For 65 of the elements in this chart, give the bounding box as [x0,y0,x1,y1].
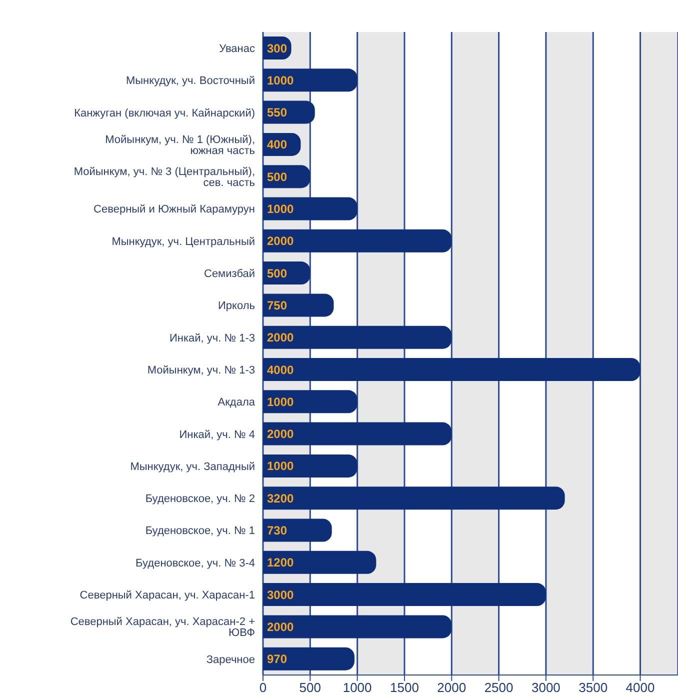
y-tick-label: Мынкудук, уч. Западный [130,460,255,473]
bar [263,100,315,124]
y-tick-label: Северный и Южный Карамурун [94,204,255,216]
bar [263,229,452,252]
bar [263,197,358,220]
data-label: 3200 [267,491,294,506]
y-tick-label: Мойынкум, уч. № 3 (Центральный), сев. часть [74,166,256,190]
y-tick-label: Мынкудук, уч. Восточный [126,75,255,88]
y-tick-label: Мойынкум, уч. № 1-3 [147,364,255,376]
y-tick-label: Инкай, уч. № 4 [179,428,255,441]
y-tick-label: Буденовское, уч. № 3-4 [136,557,255,570]
x-tick-label: 2500 [484,680,514,696]
y-tick-label: Мойынкум, уч. № 1 (Южный), южная часть [105,134,256,157]
data-label: 3000 [267,588,294,602]
data-label: 500 [267,266,288,280]
bar [263,326,452,349]
y-tick-label: Инкай, уч. № 1-3 [169,332,255,344]
x-tick-label: 3000 [531,680,560,696]
data-label: 1000 [267,459,294,474]
bar [263,358,640,381]
y-tick-label: Буденовское, уч. № 1 [145,525,255,538]
y-tick-label: Мынкудук, уч. Центральный [112,236,255,248]
y-tick-label: Акдала [218,396,256,409]
y-tick-label: Заречное [206,654,255,666]
x-tick-label: 500 [299,680,322,696]
data-label: 1200 [267,556,294,570]
bar [263,518,332,542]
y-tick-label: Канжуган (включая уч. Кайнарский) [74,107,255,120]
x-tick-label: 3500 [578,680,608,696]
data-label: 4000 [267,362,294,377]
data-label: 300 [267,41,288,56]
bar [263,583,546,606]
y-tick-label: Северный Харасан, уч. Харасан-2 + ЮВФ [70,616,255,640]
data-label: 1000 [267,394,294,409]
x-tick-label: 1500 [390,680,419,696]
x-tick-label: 1000 [342,680,372,696]
data-label: 970 [267,652,288,666]
bar [263,454,358,478]
y-tick-label: Буденовское, уч. № 2 [145,493,255,506]
data-label: 750 [267,298,288,312]
bar [263,647,354,670]
bar [263,550,376,574]
bar [263,390,358,414]
bar [263,422,452,446]
bar [263,486,565,510]
y-tick-label: Семизбай [204,268,255,280]
x-tick-label: 0 [259,680,267,696]
data-label: 1000 [267,202,294,216]
y-tick-label: Ирколь [218,300,256,312]
x-tick-label: 2000 [437,680,466,696]
data-label: 500 [267,170,288,184]
y-tick-label: Уванас [219,42,256,55]
y-tick-label: Северный Харасан, уч. Харасан-1 [80,590,255,602]
bar [263,68,358,92]
data-label: 2000 [267,427,294,442]
bar [263,615,452,638]
data-label: 2000 [267,620,294,634]
data-label: 550 [267,106,288,120]
data-label: 400 [267,138,288,152]
bar [263,294,334,317]
data-label: 2000 [267,330,294,345]
data-label: 2000 [267,234,294,248]
data-label: 1000 [267,73,294,88]
data-label: 730 [267,524,288,538]
x-tick-label: 4000 [626,680,655,696]
